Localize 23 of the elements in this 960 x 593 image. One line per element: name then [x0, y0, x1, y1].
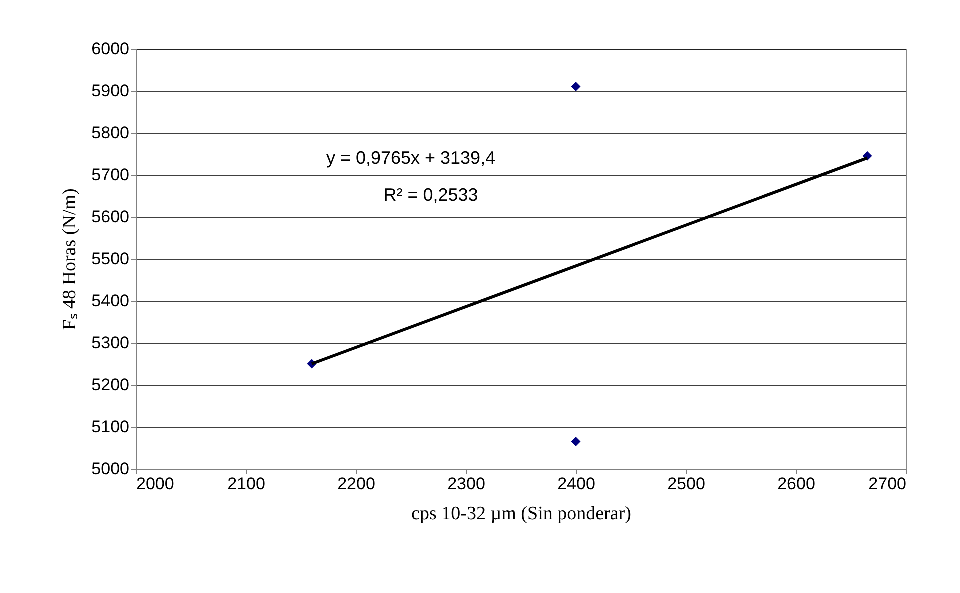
x-tick-label: 2200: [338, 474, 376, 494]
y-tick-label: 5300: [92, 334, 130, 352]
x-tick-label: 2500: [668, 474, 706, 494]
y-tick-label: 6000: [92, 40, 130, 58]
x-tick-label: 2000: [136, 474, 174, 494]
y-tick-label: 5900: [92, 82, 130, 100]
annotation: y = 0,9765x + 3139,4: [326, 148, 496, 168]
y-tick-label: 5100: [92, 418, 130, 436]
y-tick-label: 5200: [92, 376, 130, 394]
x-tick-label: 2700: [868, 474, 906, 494]
x-tick-label: 2300: [448, 474, 486, 494]
x-axis-title: cps 10-32 µm (Sin ponderar): [412, 504, 632, 524]
x-tick-label: 2100: [228, 474, 266, 494]
x-tick-label: 2400: [558, 474, 596, 494]
y-tick-label: 5600: [92, 208, 130, 226]
y-tick-label: 5400: [92, 292, 130, 310]
annotation: R² = 0,2533: [384, 185, 478, 205]
y-tick-label: 5700: [92, 166, 130, 184]
y-axis-title: Fₛ 48 Horas (N/m): [60, 188, 81, 330]
y-tick-label: 5000: [92, 460, 130, 478]
y-tick-label: 5500: [92, 250, 130, 268]
x-tick-label: 2600: [778, 474, 816, 494]
y-tick-label: 5800: [92, 124, 130, 142]
